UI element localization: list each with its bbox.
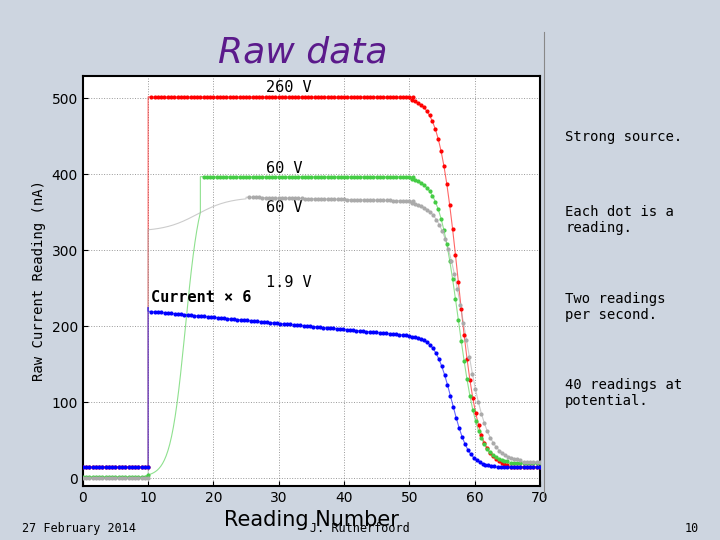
Text: Two readings
per second.: Two readings per second. <box>565 292 666 322</box>
Text: 27 February 2014: 27 February 2014 <box>22 522 135 535</box>
Text: Current × 6: Current × 6 <box>151 290 252 305</box>
Text: 260 V: 260 V <box>266 80 311 95</box>
Text: Each dot is a
reading.: Each dot is a reading. <box>565 205 674 235</box>
X-axis label: Reading Number: Reading Number <box>224 510 399 530</box>
Text: 1.9 V: 1.9 V <box>266 275 311 290</box>
Text: 60 V: 60 V <box>266 161 302 176</box>
Text: Strong source.: Strong source. <box>565 130 683 144</box>
Text: 60 V: 60 V <box>266 200 302 215</box>
Y-axis label: Raw Current Reading (nA): Raw Current Reading (nA) <box>32 180 46 381</box>
Text: J. Rutherfoord: J. Rutherfoord <box>310 522 410 535</box>
Text: 40 readings at
potential.: 40 readings at potential. <box>565 378 683 408</box>
Text: 10: 10 <box>684 522 698 535</box>
Text: Raw data: Raw data <box>217 35 387 69</box>
